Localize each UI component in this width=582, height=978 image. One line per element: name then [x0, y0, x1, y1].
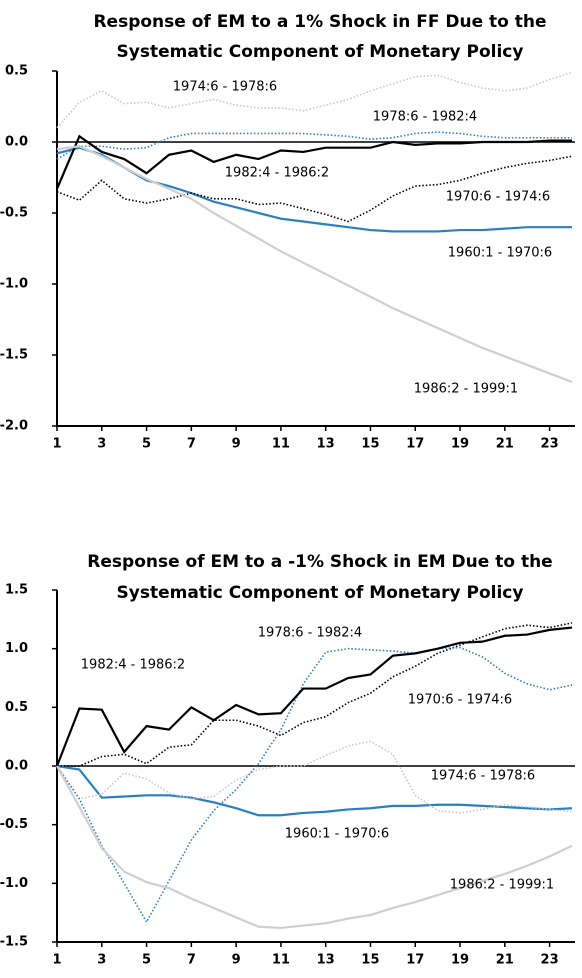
chart-title: Systematic Component of Monetary Policy	[117, 583, 524, 603]
series-line	[56, 764, 573, 817]
series-line	[57, 622, 573, 767]
x-tick-label: 15	[361, 953, 379, 968]
series-line	[56, 155, 573, 223]
y-tick-label: -1.0	[0, 876, 28, 891]
y-tick-label: 0.5	[5, 64, 28, 79]
x-tick-label: 9	[232, 953, 241, 968]
series-label: 1982:4 - 1986:2	[225, 166, 329, 181]
x-tick-label: 23	[541, 953, 559, 968]
y-tick-label: -0.5	[0, 817, 28, 832]
chart-title: Systematic Component of Monetary Policy	[117, 42, 524, 62]
y-tick-label: -0.5	[0, 206, 28, 221]
x-tick-label: 11	[272, 437, 290, 452]
series-label: 1986:2 - 1999:1	[414, 382, 518, 397]
x-tick-label: 3	[97, 953, 106, 968]
series-label: 1970:6 - 1974:6	[446, 190, 550, 205]
x-tick-label: 1	[52, 953, 61, 968]
x-tick-label: 21	[496, 437, 514, 452]
series-label: 1978:6 - 1982:4	[373, 110, 477, 125]
series-line	[56, 131, 572, 160]
y-tick-label: -1.5	[0, 935, 28, 950]
y-tick-label: 1.5	[5, 583, 28, 598]
chart-title: Response of EM to a 1% Shock in FF Due t…	[93, 12, 546, 32]
series-label: 1974:6 - 1978:6	[173, 80, 277, 95]
series-line	[55, 626, 573, 767]
x-tick-label: 19	[451, 437, 469, 452]
x-tick-label: 13	[317, 437, 335, 452]
y-tick-label: 0.5	[5, 700, 28, 715]
x-tick-label: 15	[361, 437, 379, 452]
x-tick-label: 11	[272, 953, 290, 968]
x-tick-label: 5	[142, 953, 151, 968]
x-tick-label: 19	[451, 953, 469, 968]
y-tick-label: -2.0	[0, 419, 28, 434]
x-tick-label: 23	[541, 437, 559, 452]
series-line	[56, 765, 573, 930]
x-tick-label: 21	[496, 953, 514, 968]
y-tick-label: 1.0	[5, 641, 28, 656]
series-label: 1960:1 - 1970:6	[448, 246, 552, 261]
series-label: 1982:4 - 1986:2	[81, 658, 185, 673]
x-tick-label: 5	[142, 437, 151, 452]
x-tick-label: 3	[97, 437, 106, 452]
series-label: 1974:6 - 1978:6	[431, 769, 535, 784]
y-tick-label: 0.0	[5, 759, 28, 774]
chart-title: Response of EM to a -1% Shock in EM Due …	[87, 552, 552, 572]
series-line	[56, 646, 573, 924]
x-tick-label: 17	[406, 953, 424, 968]
x-tick-label: 9	[232, 437, 241, 452]
series-line	[55, 134, 572, 190]
x-tick-label: 7	[187, 953, 196, 968]
series-line	[56, 740, 573, 814]
y-tick-label: 0.0	[5, 135, 28, 150]
series-line	[56, 145, 573, 384]
x-tick-label: 7	[187, 437, 196, 452]
y-tick-label: -1.0	[0, 277, 28, 292]
x-tick-label: 1	[52, 437, 61, 452]
x-tick-label: 13	[317, 953, 335, 968]
series-line	[56, 71, 573, 129]
series-label: 1978:6 - 1982:4	[258, 626, 362, 641]
x-tick-label: 17	[406, 437, 424, 452]
series-label: 1960:1 - 1970:6	[285, 827, 389, 842]
series-label: 1970:6 - 1974:6	[408, 693, 512, 708]
y-tick-label: -1.5	[0, 348, 28, 363]
series-label: 1986:2 - 1999:1	[450, 878, 554, 893]
